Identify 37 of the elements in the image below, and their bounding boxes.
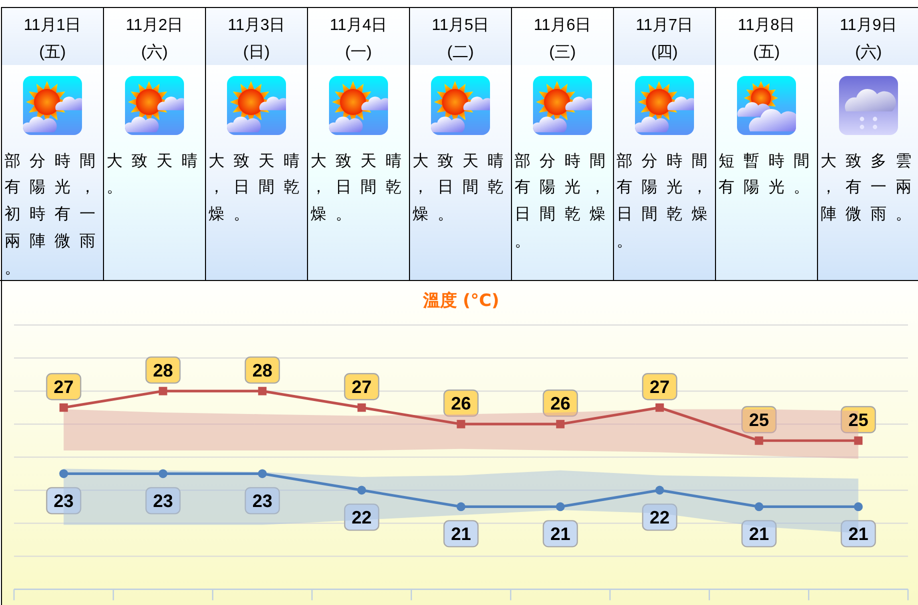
- data-label: 21: [550, 524, 570, 544]
- data-label: 22: [650, 508, 670, 528]
- category-label: 11月2日 (六): [124, 16, 184, 63]
- category-label: 11月9日 (六): [838, 16, 898, 63]
- data-label: 26: [450, 394, 472, 414]
- text: 大致天晴。: [106, 150, 208, 198]
- text: 短暫時間有陽光。: [718, 150, 820, 198]
- data-label: 28: [152, 360, 174, 381]
- chart-title: 溫度 (°C): [422, 291, 500, 311]
- category-label: 11月6日 (三): [532, 16, 592, 63]
- category-label: 11月7日 (四): [634, 16, 694, 63]
- data-label: 26: [550, 394, 570, 414]
- text: 大致多雲，有一兩陣微雨。: [820, 150, 918, 226]
- data-label: 23: [252, 491, 272, 512]
- data-label: 23: [54, 491, 74, 512]
- text: 大致天晴，日間乾燥。: [208, 150, 310, 226]
- data-label: 25: [848, 410, 868, 430]
- text: 部分時間有陽光，日間乾燥。: [514, 150, 616, 252]
- data-label: 27: [352, 377, 372, 398]
- data-label: 27: [650, 377, 670, 398]
- category-label: 11月8日 (五): [736, 16, 796, 63]
- data-label: 21: [450, 524, 472, 544]
- data-label: 25: [748, 410, 770, 430]
- data-label: 21: [848, 524, 868, 544]
- text: 大致天晴，日間乾燥。: [310, 150, 412, 226]
- category-label: 11月5日 (二): [430, 16, 490, 63]
- text: 部分時間有陽光，初時有一兩陣微雨。: [4, 150, 106, 278]
- data-label: 27: [54, 377, 74, 398]
- category-label: 11月3日 (日): [226, 16, 286, 63]
- text: 大致天晴，日間乾燥。: [412, 150, 514, 226]
- data-label: 21: [748, 524, 770, 544]
- data-label: 22: [352, 508, 372, 528]
- data-label: 28: [252, 360, 272, 381]
- text: 部分時間有陽光，日間乾燥。: [616, 150, 718, 252]
- category-label: 11月1日 (五): [22, 16, 82, 63]
- category-label: 11月4日 (一): [328, 16, 388, 63]
- data-label: 23: [152, 491, 174, 512]
